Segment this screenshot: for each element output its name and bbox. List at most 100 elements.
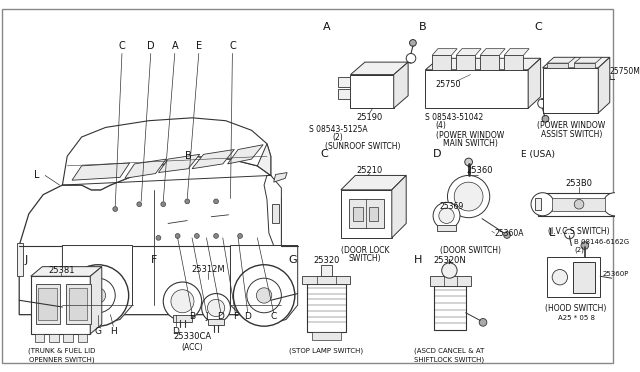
Polygon shape — [538, 193, 620, 216]
Polygon shape — [351, 75, 394, 108]
Text: E: E — [196, 41, 202, 51]
Polygon shape — [72, 163, 130, 180]
Text: L: L — [34, 170, 39, 180]
Text: (POWER WINDOW: (POWER WINDOW — [537, 121, 605, 130]
Polygon shape — [480, 55, 499, 70]
Circle shape — [574, 199, 584, 209]
Polygon shape — [38, 288, 57, 320]
Circle shape — [113, 206, 118, 211]
Text: 25320N: 25320N — [433, 256, 466, 265]
Circle shape — [442, 263, 457, 278]
Text: 25360P: 25360P — [602, 271, 628, 278]
Polygon shape — [543, 68, 598, 113]
Polygon shape — [432, 55, 451, 70]
Text: (2): (2) — [333, 132, 344, 141]
Polygon shape — [303, 276, 351, 284]
Polygon shape — [90, 267, 102, 334]
Text: D: D — [218, 312, 224, 321]
Text: D: D — [244, 312, 251, 321]
Polygon shape — [392, 176, 406, 238]
Text: L: L — [549, 228, 556, 238]
Bar — [17, 243, 23, 276]
Text: 25360A: 25360A — [495, 228, 524, 238]
Polygon shape — [36, 284, 61, 324]
Polygon shape — [456, 55, 476, 70]
Circle shape — [542, 115, 548, 122]
Polygon shape — [209, 318, 224, 325]
Circle shape — [171, 290, 194, 313]
Polygon shape — [434, 286, 466, 330]
Polygon shape — [574, 57, 602, 63]
Text: (DOOR SWITCH): (DOOR SWITCH) — [440, 246, 501, 255]
Polygon shape — [125, 159, 166, 178]
Polygon shape — [341, 190, 392, 238]
Circle shape — [531, 193, 554, 216]
Text: 25312M: 25312M — [191, 265, 225, 274]
Polygon shape — [504, 49, 529, 55]
Text: 25750: 25750 — [435, 80, 461, 89]
Polygon shape — [535, 199, 541, 210]
Text: F: F — [150, 255, 157, 265]
Circle shape — [538, 99, 547, 108]
Text: H: H — [110, 327, 116, 336]
Text: G: G — [95, 327, 102, 336]
Circle shape — [410, 39, 416, 46]
Text: 25320: 25320 — [314, 256, 340, 265]
Text: E (USA): E (USA) — [521, 150, 555, 159]
Polygon shape — [49, 334, 59, 341]
Circle shape — [465, 158, 472, 166]
Polygon shape — [456, 49, 481, 55]
Text: 253B0: 253B0 — [566, 179, 593, 187]
Text: S 08543-5125A: S 08543-5125A — [308, 125, 367, 134]
Circle shape — [214, 234, 218, 238]
Polygon shape — [264, 176, 282, 246]
Text: 25369: 25369 — [440, 202, 464, 211]
Text: (4): (4) — [435, 121, 446, 130]
Circle shape — [603, 193, 626, 216]
Text: (ASCD CANCEL & AT: (ASCD CANCEL & AT — [414, 348, 484, 355]
Polygon shape — [19, 156, 282, 315]
Circle shape — [620, 75, 629, 84]
Circle shape — [581, 242, 589, 249]
Circle shape — [247, 278, 282, 313]
Text: C: C — [118, 41, 125, 51]
Polygon shape — [426, 58, 541, 70]
Text: 25210: 25210 — [356, 166, 383, 175]
Circle shape — [156, 235, 161, 240]
Text: (STOP LAMP SWITCH): (STOP LAMP SWITCH) — [289, 348, 364, 355]
Circle shape — [504, 232, 510, 238]
Text: (DOOR LOCK: (DOOR LOCK — [340, 246, 389, 255]
Circle shape — [67, 265, 129, 326]
Text: C: C — [271, 312, 277, 321]
Circle shape — [207, 299, 225, 317]
Polygon shape — [63, 334, 73, 341]
Polygon shape — [341, 176, 406, 190]
Text: J: J — [205, 312, 208, 321]
Text: 25381: 25381 — [48, 266, 75, 275]
Text: SWITCH): SWITCH) — [349, 254, 381, 263]
Polygon shape — [35, 334, 44, 341]
Polygon shape — [543, 57, 610, 68]
Circle shape — [454, 182, 483, 211]
Polygon shape — [552, 198, 605, 211]
Text: G: G — [289, 255, 297, 265]
Polygon shape — [321, 265, 332, 276]
Polygon shape — [547, 63, 568, 68]
Circle shape — [90, 288, 106, 303]
Text: (I.V.C.S SWITCH): (I.V.C.S SWITCH) — [548, 227, 610, 235]
Circle shape — [433, 202, 460, 229]
Polygon shape — [528, 58, 541, 108]
Text: (SUNROOF SWITCH): (SUNROOF SWITCH) — [325, 142, 401, 151]
Bar — [272, 204, 280, 224]
Text: C: C — [321, 149, 328, 159]
Circle shape — [552, 270, 568, 285]
Text: SHIFTLOCK SWITCH): SHIFTLOCK SWITCH) — [414, 356, 484, 363]
Text: D: D — [172, 327, 179, 336]
Polygon shape — [351, 62, 408, 75]
Polygon shape — [426, 70, 528, 108]
Text: B 08146-6162G: B 08146-6162G — [574, 239, 629, 245]
Text: MAIN SWITCH): MAIN SWITCH) — [443, 139, 498, 148]
Text: B: B — [185, 151, 191, 161]
Text: (ACC): (ACC) — [181, 343, 203, 352]
Text: 25750M: 25750M — [610, 67, 640, 76]
